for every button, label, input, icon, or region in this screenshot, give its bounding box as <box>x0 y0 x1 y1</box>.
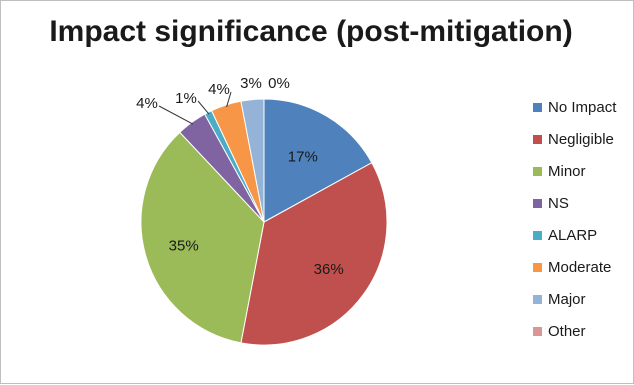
legend-swatch <box>533 199 542 208</box>
legend-label: Major <box>548 291 586 308</box>
leader-lines <box>158 91 232 125</box>
legend-swatch <box>533 263 542 272</box>
legend-swatch <box>533 167 542 176</box>
data-label-minor: 35% <box>169 237 199 254</box>
legend-item-ns: NS <box>533 193 616 214</box>
legend-item-other: Other <box>533 321 616 342</box>
legend-swatch <box>533 327 542 336</box>
pie-slice-negligible <box>240 162 388 346</box>
legend-item-minor: Minor <box>533 161 616 182</box>
pie-slice-major <box>240 98 265 223</box>
legend-label: ALARP <box>548 227 598 244</box>
legend-swatch <box>533 295 542 304</box>
leader-line-moderate <box>226 91 232 108</box>
legend: No Impact Negligible Minor NS ALARP Mode… <box>533 97 616 353</box>
leader-line-alarp <box>197 100 210 115</box>
data-label-major: 3% <box>240 75 262 92</box>
legend-item-moderate: Moderate <box>533 257 616 278</box>
legend-item-negligible: Negligible <box>533 129 616 150</box>
chart-title: Impact significance (post-mitigation) <box>49 15 573 48</box>
legend-label: Moderate <box>548 259 612 276</box>
legend-swatch <box>533 103 542 112</box>
legend-label: Negligible <box>548 131 614 148</box>
data-label-alarp: 1% <box>175 90 197 107</box>
legend-item-alarp: ALARP <box>533 225 616 246</box>
legend-label: No Impact <box>548 99 617 116</box>
pie-slice-no-impact <box>263 98 373 223</box>
leader-line-ns <box>158 105 194 125</box>
legend-label: Other <box>548 323 586 340</box>
legend-label: NS <box>548 195 569 212</box>
legend-item-major: Major <box>533 289 616 310</box>
legend-label: Minor <box>548 163 586 180</box>
data-label-negligible: 36% <box>314 261 344 278</box>
legend-swatch <box>533 135 542 144</box>
pie-slice-minor <box>140 131 265 344</box>
data-label-no-impact: 17% <box>288 148 318 165</box>
legend-swatch <box>533 231 542 240</box>
pie-slices <box>140 98 388 346</box>
legend-item-no-impact: No Impact <box>533 97 616 118</box>
data-label-moderate: 4% <box>208 81 230 98</box>
data-labels: 17% 36% 35% 4% 1% 4% 3% 0% <box>136 75 344 278</box>
data-label-other: 0% <box>268 75 290 92</box>
data-label-ns: 4% <box>136 95 158 112</box>
